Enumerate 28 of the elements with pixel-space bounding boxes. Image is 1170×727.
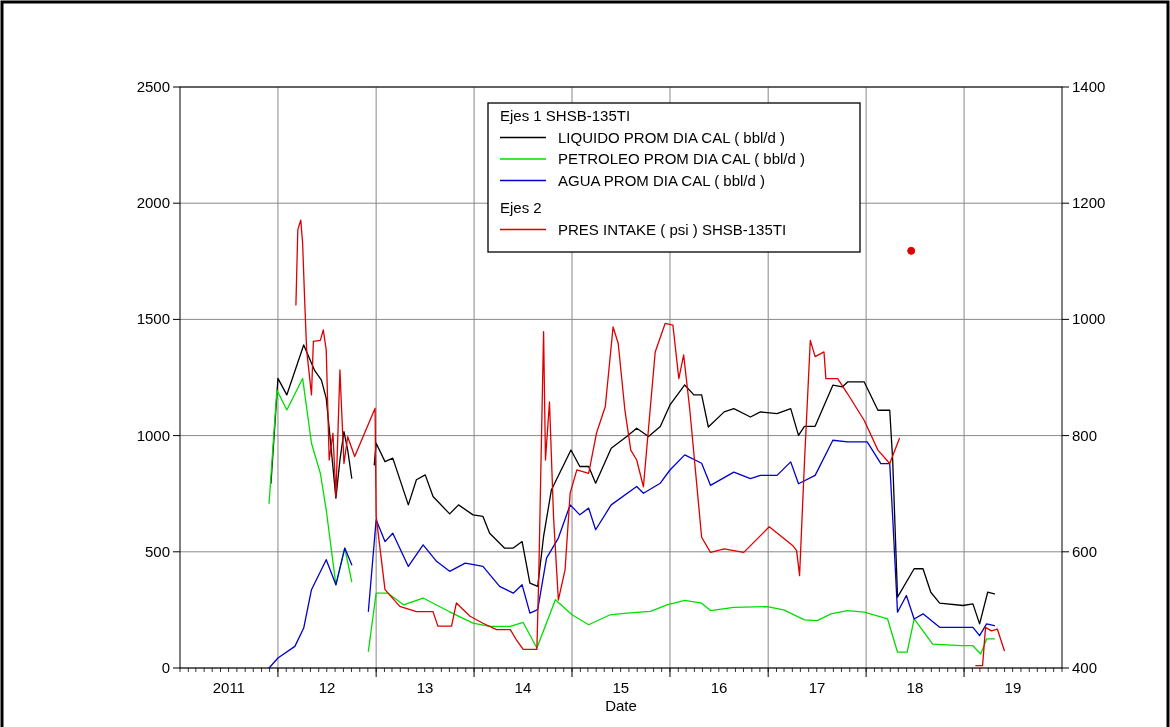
y-tick-label: 0 [161,659,170,676]
annotation: Ejes 2 [500,199,542,216]
y2-tick-label: 400 [1072,659,1098,676]
y2-tick-label: 800 [1072,426,1098,444]
legend-title: Ejes 1 SHSB-135TI [500,107,631,124]
x-tick-label: 18 [906,679,924,696]
y-tick-label: 1500 [136,310,170,328]
x-tick-label: 13 [416,679,434,696]
legend-label: LIQUIDO PROM DIA CAL ( bbl/d ) [558,128,785,146]
x-tick-label: 16 [710,679,728,696]
legend-label: PRES INTAKE ( psi ) SHSB-135TI [558,220,787,238]
y2-tick-label: 600 [1072,542,1098,560]
x-tick-label: 12 [318,679,336,696]
y-tick-label: 1000 [136,426,170,444]
y2-tick-label: 1400 [1072,78,1106,95]
legend-label: PETROLEO PROM DIA CAL ( bbl/d ) [558,150,806,167]
y-tick-label: 2500 [136,78,170,95]
y2-tick-label: 1200 [1072,194,1106,212]
x-tick-label: 14 [514,679,532,696]
x-tick-label: 17 [808,679,826,696]
x-axis-title: Date [605,697,637,714]
x-tick-label: 19 [1004,679,1022,696]
x-tick-label: 2011 [212,679,245,696]
y-tick-label: 500 [144,542,170,560]
y2-tick-label: 1000 [1072,310,1106,328]
legend-label: AGUA PROM DIA CAL ( bbl/d ) [558,171,766,189]
x-tick-label: 15 [612,679,630,696]
y-tick-label: 2000 [136,194,170,212]
